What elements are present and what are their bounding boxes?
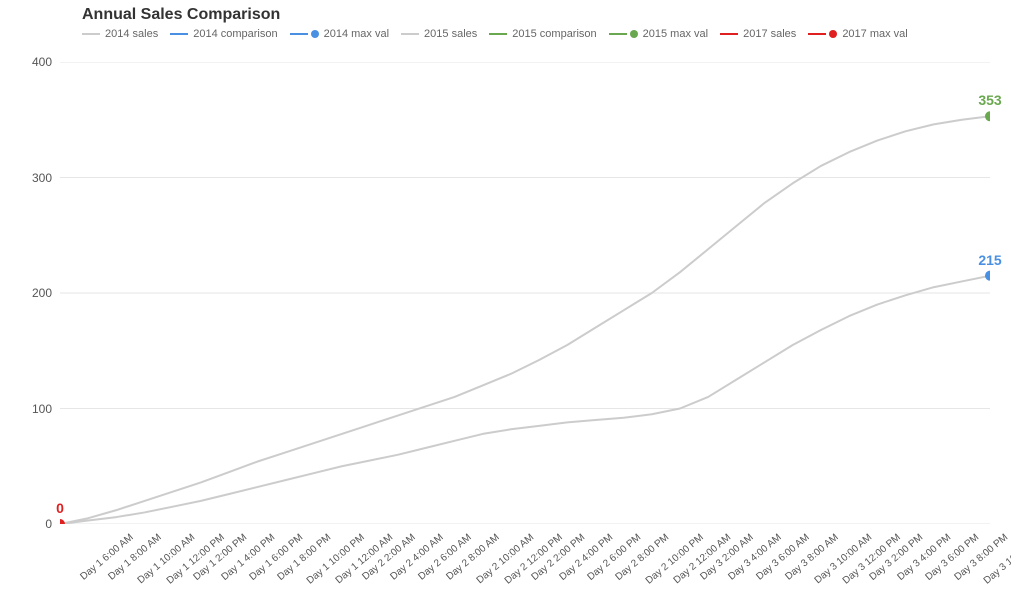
legend-swatch-line (290, 33, 308, 35)
marker-dot (985, 111, 990, 121)
legend-swatch-line (489, 33, 507, 35)
plot-area (60, 62, 990, 524)
marker-dot (60, 519, 65, 524)
legend-item[interactable]: 2014 sales (82, 28, 158, 40)
legend-item[interactable]: 2017 sales (720, 28, 796, 40)
legend-item[interactable]: 2015 max val (609, 28, 708, 40)
legend-label: 2014 max val (324, 28, 389, 40)
legend-item[interactable]: 2014 max val (290, 28, 389, 40)
legend-item[interactable]: 2015 sales (401, 28, 477, 40)
legend-swatch-dot (311, 30, 319, 38)
legend-swatch-dot (630, 30, 638, 38)
y-tick-label: 200 (20, 286, 52, 300)
chart-legend: 2014 sales 2014 comparison 2014 max val 201… (82, 28, 908, 40)
legend-swatch-line (401, 33, 419, 35)
marker-label: 353 (978, 92, 1001, 108)
series-line (60, 276, 990, 524)
legend-label: 2015 max val (643, 28, 708, 40)
legend-label: 2014 comparison (193, 28, 277, 40)
legend-label: 2017 sales (743, 28, 796, 40)
legend-item[interactable]: 2017 max val (808, 28, 907, 40)
marker-label: 215 (978, 252, 1001, 268)
marker-dot (985, 271, 990, 281)
legend-label: 2014 sales (105, 28, 158, 40)
legend-swatch-line (170, 33, 188, 35)
legend-item[interactable]: 2014 comparison (170, 28, 277, 40)
legend-swatch-line (720, 33, 738, 35)
plot-svg (60, 62, 990, 524)
legend-swatch-line (808, 33, 826, 35)
y-tick-label: 0 (20, 517, 52, 531)
chart-title: Annual Sales Comparison (82, 6, 280, 24)
legend-label: 2015 sales (424, 28, 477, 40)
legend-swatch-line (82, 33, 100, 35)
legend-swatch-line (609, 33, 627, 35)
marker-label: 0 (56, 500, 64, 516)
legend-swatch-dot (829, 30, 837, 38)
legend-label: 2015 comparison (512, 28, 596, 40)
y-tick-label: 400 (20, 55, 52, 69)
sales-comparison-chart: Annual Sales Comparison 2014 sales 2014 c… (0, 0, 1011, 616)
legend-item[interactable]: 2015 comparison (489, 28, 596, 40)
y-tick-label: 100 (20, 402, 52, 416)
y-tick-label: 300 (20, 171, 52, 185)
legend-label: 2017 max val (842, 28, 907, 40)
